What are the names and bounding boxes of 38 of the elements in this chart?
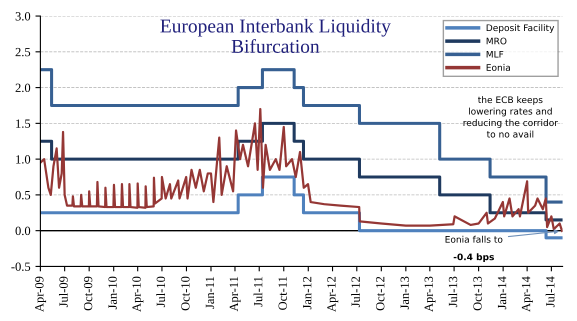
x-tick-label: Jan-14: [498, 276, 506, 310]
y-tick-label: 2.0: [16, 84, 30, 92]
annotation: Eonia falls to: [446, 236, 502, 243]
x-tick-label: Jan-11: [206, 276, 214, 309]
x-tick-label: Jul-10: [156, 276, 166, 308]
text: European Interbank Liquidity Bifurcation: [160, 18, 391, 53]
legend-label: Deposit Facility: [486, 24, 554, 33]
y-tick-label: 1.0: [16, 155, 30, 164]
y-tick-label: -0.5: [11, 262, 30, 271]
x-tick-label: Apr-10: [132, 276, 144, 312]
y-tick-label: 0.5: [16, 190, 30, 200]
x-tick-label: Apr-12: [327, 276, 338, 312]
y-tick-label: 0.0: [16, 226, 30, 236]
x-tick-label: Jan-10: [108, 276, 117, 310]
annotation: the ECB keeps lowering rates and reducing the corridor to no avail: [464, 96, 558, 138]
x-tick-label: Oct-09: [84, 276, 92, 310]
x-tick-label: Apr-09: [35, 276, 46, 312]
legend-label: Eonia: [486, 64, 510, 71]
x-tick-label: Jul-13: [448, 276, 458, 308]
x-tick-label: Jan-12: [303, 276, 312, 310]
x-tick-label: Jul-14: [546, 276, 555, 308]
x-tick-label: Jul-12: [351, 276, 360, 308]
x-tick-label: Oct-13: [473, 276, 482, 310]
y-tick-label: 2.5: [16, 48, 30, 56]
legend-label: MRO: [486, 38, 506, 44]
x-tick-label: Oct-12: [376, 276, 384, 310]
x-tick-label: Oct-11: [278, 276, 287, 310]
x-tick-label: Jan-13: [400, 276, 409, 310]
x-tick-label: Jul-11: [254, 276, 262, 307]
x-tick-label: Oct-10: [181, 276, 190, 310]
x-tick-label: Jul-09: [58, 276, 68, 308]
legend-label: MLF: [486, 50, 504, 58]
y-tick-label: 3.0: [16, 12, 30, 21]
annotation: -0.4 bps: [454, 253, 494, 262]
x-tick-label: Apr-13: [424, 276, 436, 312]
x-tick-label: Apr-14: [522, 276, 533, 312]
y-tick-label: 1.5: [16, 119, 30, 128]
x-tick-label: Apr-11: [230, 276, 241, 312]
